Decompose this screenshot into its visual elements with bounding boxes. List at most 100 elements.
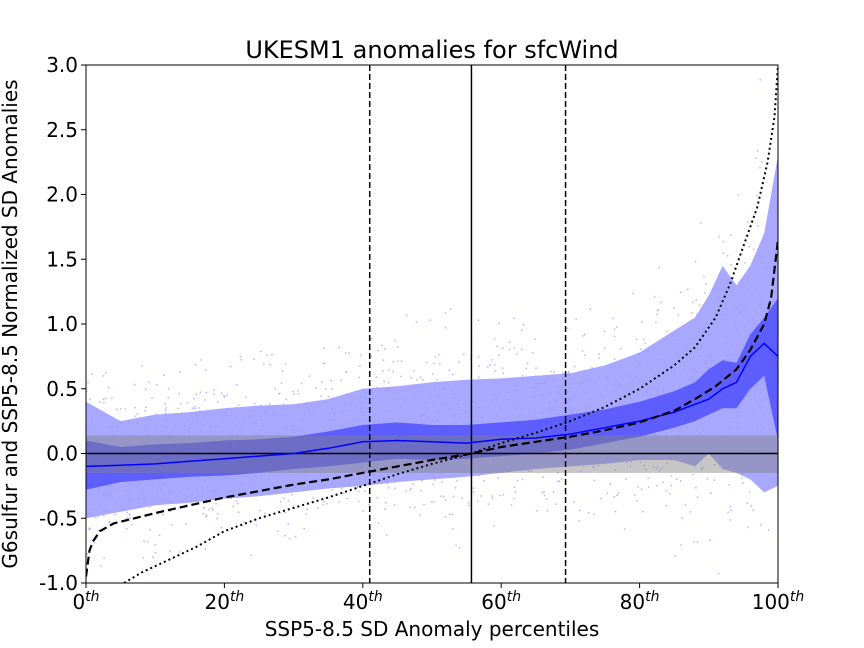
scatter-point xyxy=(454,486,457,489)
scatter-point xyxy=(213,393,216,396)
scatter-point xyxy=(394,339,396,342)
scatter-point xyxy=(748,491,751,494)
scatter-point xyxy=(652,466,655,469)
scatter-point xyxy=(609,482,612,485)
scatter-point xyxy=(477,376,480,379)
scatter-point xyxy=(639,348,642,350)
scatter-point xyxy=(555,503,557,505)
scatter-point xyxy=(342,492,345,495)
scatter-point xyxy=(266,354,268,357)
scatter-point xyxy=(575,318,578,320)
scatter-point xyxy=(141,365,143,367)
scatter-point xyxy=(616,494,618,497)
scatter-point xyxy=(107,386,110,389)
scatter-point xyxy=(444,326,447,329)
scatter-point xyxy=(584,333,586,336)
scatter-point xyxy=(439,363,441,365)
scatter-point xyxy=(589,308,592,310)
scatter-point xyxy=(103,557,105,560)
scatter-point xyxy=(700,467,703,470)
scatter-point xyxy=(717,572,720,575)
scatter-point xyxy=(513,486,516,488)
inner-band xyxy=(86,298,778,490)
scatter-point xyxy=(429,319,432,321)
scatter-point xyxy=(593,513,595,516)
scatter-point xyxy=(661,467,664,470)
scatter-point xyxy=(449,308,452,310)
scatter-point xyxy=(718,235,720,238)
scatter-point xyxy=(493,364,496,366)
scatter-point xyxy=(387,369,390,371)
scatter-point xyxy=(458,361,460,364)
scatter-point xyxy=(448,369,451,371)
scatter-point xyxy=(133,383,136,386)
scatter-point xyxy=(344,351,347,354)
scatter-point xyxy=(357,500,360,503)
scatter-point xyxy=(665,490,668,492)
scatter-point xyxy=(131,524,134,526)
scatter-point xyxy=(486,366,489,368)
scatter-point xyxy=(191,407,194,409)
scatter-point xyxy=(681,517,684,519)
scatter-point xyxy=(177,407,180,410)
scatter-point xyxy=(108,520,111,523)
scatter-point xyxy=(531,352,534,354)
scatter-point xyxy=(480,495,483,497)
scatter-point xyxy=(269,364,272,366)
scatter-point xyxy=(119,407,122,410)
scatter-point xyxy=(271,353,273,356)
scatter-point xyxy=(340,379,342,382)
scatter-point xyxy=(598,353,601,355)
scatter-point xyxy=(501,347,504,350)
scatter-point xyxy=(746,221,749,224)
scatter-point xyxy=(151,397,153,399)
scatter-point xyxy=(452,528,454,530)
scatter-point xyxy=(434,355,437,358)
scatter-point xyxy=(642,338,645,341)
scatter-point xyxy=(244,396,247,399)
scatter-point xyxy=(102,398,105,401)
scatter-point xyxy=(748,245,751,248)
scatter-point xyxy=(111,397,113,400)
scatter-point xyxy=(461,497,463,500)
scatter-point xyxy=(433,479,436,481)
scatter-point xyxy=(193,397,196,400)
y-tick-label: 2.5 xyxy=(46,118,78,142)
scatter-point xyxy=(116,408,118,411)
scatter-point xyxy=(482,479,485,482)
scatter-point xyxy=(287,499,290,502)
scatter-point xyxy=(496,345,498,348)
scatter-point xyxy=(508,341,511,344)
scatter-point xyxy=(756,150,759,152)
scatter-point xyxy=(125,527,128,530)
scatter-point xyxy=(321,381,323,383)
scatter-point xyxy=(657,309,660,312)
scatter-point xyxy=(477,356,480,358)
scatter-point xyxy=(410,487,412,490)
scatter-point xyxy=(617,492,620,495)
scatter-point xyxy=(606,492,609,495)
scatter-point xyxy=(699,222,702,224)
scatter-point xyxy=(98,401,101,403)
scatter-point xyxy=(695,299,698,302)
scatter-point xyxy=(237,404,240,406)
scatter-point xyxy=(213,389,216,392)
scatter-point xyxy=(178,392,180,395)
scatter-point xyxy=(710,492,712,495)
scatter-point xyxy=(655,485,658,487)
scatter-point xyxy=(535,367,537,370)
scatter-point xyxy=(285,398,288,401)
scatter-point xyxy=(666,330,669,333)
scatter-point xyxy=(392,370,395,373)
scatter-point xyxy=(345,370,347,373)
scatter-point xyxy=(370,337,373,340)
scatter-point xyxy=(520,348,523,351)
scatter-point xyxy=(416,379,418,381)
scatter-point xyxy=(458,546,461,549)
scatter-point xyxy=(639,461,642,464)
y-tick-label: 0.5 xyxy=(46,377,78,401)
scatter-point xyxy=(647,477,650,480)
scatter-point xyxy=(303,527,306,530)
scatter-point xyxy=(706,478,709,480)
scatter-point xyxy=(359,365,361,368)
